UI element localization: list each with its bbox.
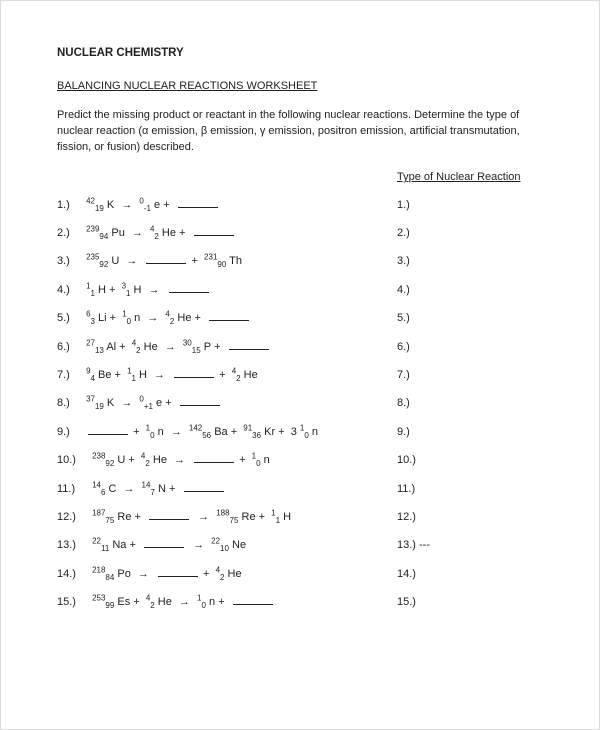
row-number: 7.)	[57, 368, 83, 383]
arrow-icon: →	[123, 483, 134, 495]
equation-row: 11.) 146 C → 147 N + 11.)	[57, 482, 547, 497]
answer-blank[interactable]	[88, 425, 128, 435]
answer-number: 5.)	[397, 311, 410, 326]
equation-cell: 7.) 94 Be + 11 H → + 42 He	[57, 368, 397, 383]
equation-cell: 6.) 2713 Al + 42 He → 3015 P +	[57, 340, 397, 355]
answer-number: 6.)	[397, 340, 410, 355]
answer-number: 10.)	[397, 453, 416, 468]
equation-cell: 8.) 3719 K → 0+1 e +	[57, 396, 397, 411]
answer-blank[interactable]	[180, 397, 220, 407]
row-number: 1.)	[57, 198, 83, 213]
answer-number: 13.) ---	[397, 538, 430, 553]
row-number: 2.)	[57, 226, 83, 241]
row-number: 11.)	[57, 482, 89, 497]
row-number: 12.)	[57, 510, 89, 525]
arrow-icon: →	[165, 341, 176, 353]
answer-number: 7.)	[397, 368, 410, 383]
arrow-icon: →	[126, 255, 137, 267]
equation-cell: 1.) 4219 K → 0-1 e +	[57, 198, 397, 213]
answer-blank[interactable]	[209, 311, 249, 321]
equation-cell: 11.) 146 C → 147 N +	[57, 482, 397, 497]
equation-row: 7.) 94 Be + 11 H → + 42 He 7.)	[57, 368, 547, 383]
answer-blank[interactable]	[194, 453, 234, 463]
answer-blank[interactable]	[194, 226, 234, 236]
page-title: NUCLEAR CHEMISTRY	[57, 45, 547, 61]
answer-number: 3.)	[397, 254, 410, 269]
answer-number: 9.)	[397, 425, 410, 440]
answer-blank[interactable]	[184, 482, 224, 492]
equation-row: 4.) 11 H + 31 H → 4.)	[57, 283, 547, 298]
answer-blank[interactable]	[169, 283, 209, 293]
arrow-icon: →	[149, 284, 160, 296]
row-number: 13.)	[57, 538, 89, 553]
equation-cell: 15.) 25399 Es + 42 He → 10 n +	[57, 595, 397, 610]
equation-cell: 5.) 63 Li + 10 n → 42 He +	[57, 311, 397, 326]
arrow-icon: →	[171, 426, 182, 438]
row-number: 3.)	[57, 254, 83, 269]
arrow-icon: →	[154, 369, 165, 381]
row-number: 14.)	[57, 567, 89, 582]
row-number: 10.)	[57, 453, 89, 468]
equation-cell: 12.) 18775 Re + → 18875 Re + 11 H	[57, 510, 397, 525]
equation-row: 13.) 2211 Na + → 2210 Ne 13.) ---	[57, 538, 547, 553]
row-number: 6.)	[57, 340, 83, 355]
row-number: 4.)	[57, 283, 83, 298]
answer-blank[interactable]	[178, 198, 218, 208]
arrow-icon: →	[147, 312, 158, 324]
arrow-icon: →	[193, 539, 204, 551]
equation-row: 1.) 4219 K → 0-1 e + 1.)	[57, 198, 547, 213]
equation-row: 15.) 25399 Es + 42 He → 10 n + 15.)	[57, 595, 547, 610]
row-number: 15.)	[57, 595, 89, 610]
equation-row: 3.) 23592 U → + 23190 Th 3.)	[57, 254, 547, 269]
equation-cell: 2.) 23994 Pu → 42 He +	[57, 226, 397, 241]
equation-list: 1.) 4219 K → 0-1 e + 1.)2.) 23994 Pu → 4…	[57, 198, 547, 611]
answer-blank[interactable]	[174, 368, 214, 378]
answer-blank[interactable]	[229, 340, 269, 350]
arrow-icon: →	[121, 199, 132, 211]
answer-number: 15.)	[397, 595, 416, 610]
arrow-icon: →	[174, 454, 185, 466]
row-number: 5.)	[57, 311, 83, 326]
equation-cell: 4.) 11 H + 31 H →	[57, 283, 397, 298]
equation-cell: 3.) 23592 U → + 23190 Th	[57, 254, 397, 269]
worksheet-page: NUCLEAR CHEMISTRY BALANCING NUCLEAR REAC…	[0, 0, 600, 730]
arrow-icon: →	[121, 397, 132, 409]
equation-cell: 10.) 23892 U + 42 He → + 10 n	[57, 453, 397, 468]
answer-number: 2.)	[397, 226, 410, 241]
equation-cell: 13.) 2211 Na + → 2210 Ne	[57, 538, 397, 553]
answer-blank[interactable]	[144, 538, 184, 548]
equation-row: 12.) 18775 Re + → 18875 Re + 11 H 12.)	[57, 510, 547, 525]
equation-row: 5.) 63 Li + 10 n → 42 He + 5.)	[57, 311, 547, 326]
row-number: 9.)	[57, 425, 83, 440]
instructions-text: Predict the missing product or reactant …	[57, 108, 547, 156]
equation-row: 8.) 3719 K → 0+1 e + 8.)	[57, 396, 547, 411]
answer-blank[interactable]	[149, 510, 189, 520]
equation-row: 9.) + 10 n → 14256 Ba + 9136 Kr + 3 10 n…	[57, 425, 547, 440]
equation-row: 10.) 23892 U + 42 He → + 10 n 10.)	[57, 453, 547, 468]
answer-number: 11.)	[397, 482, 415, 497]
row-number: 8.)	[57, 396, 83, 411]
answer-number: 4.)	[397, 283, 410, 298]
arrow-icon: →	[198, 511, 209, 523]
equation-row: 14.) 21884 Po → + 42 He 14.)	[57, 567, 547, 582]
answer-blank[interactable]	[158, 567, 198, 577]
equation-row: 2.) 23994 Pu → 42 He + 2.)	[57, 226, 547, 241]
equation-row: 6.) 2713 Al + 42 He → 3015 P + 6.)	[57, 340, 547, 355]
worksheet-subtitle: BALANCING NUCLEAR REACTIONS WORKSHEET	[57, 79, 547, 94]
answer-number: 1.)	[397, 198, 410, 213]
answer-number: 14.)	[397, 567, 416, 582]
answer-blank[interactable]	[233, 595, 273, 605]
reaction-type-header: Type of Nuclear Reaction	[397, 170, 547, 185]
equation-cell: 14.) 21884 Po → + 42 He	[57, 567, 397, 582]
arrow-icon: →	[179, 596, 190, 608]
equation-cell: 9.) + 10 n → 14256 Ba + 9136 Kr + 3 10 n	[57, 425, 397, 440]
arrow-icon: →	[138, 568, 149, 580]
answer-number: 8.)	[397, 396, 410, 411]
arrow-icon: →	[132, 227, 143, 239]
answer-blank[interactable]	[146, 255, 186, 265]
answer-number: 12.)	[397, 510, 416, 525]
